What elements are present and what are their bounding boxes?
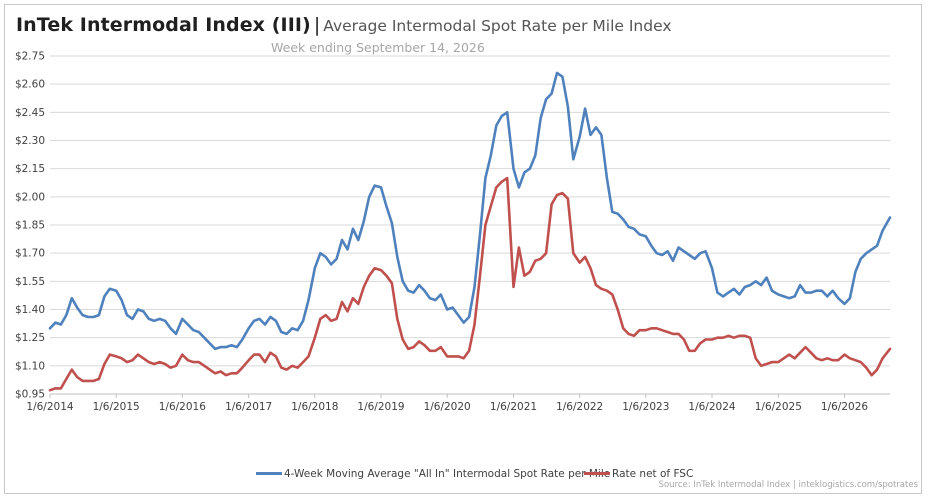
x-tick-label: 1/6/2023 bbox=[622, 401, 669, 413]
title-separator: | bbox=[313, 14, 321, 36]
legend-label-series-1: 4-Week Moving Average "All In" Intermoda… bbox=[284, 468, 611, 480]
y-tick-label: $1.25 bbox=[15, 332, 45, 344]
x-tick-label: 1/6/2022 bbox=[556, 401, 603, 413]
gridlines bbox=[50, 55, 890, 367]
x-tick-label: 1/6/2017 bbox=[225, 401, 272, 413]
x-tick-label: 1/6/2019 bbox=[357, 401, 404, 413]
chart-title: InTek Intermodal Index (III) | Average Int… bbox=[16, 14, 672, 36]
y-tick-label: $2.15 bbox=[15, 163, 45, 175]
legend-swatch-red bbox=[584, 471, 610, 475]
y-tick-label: $1.70 bbox=[15, 248, 45, 260]
series-lines bbox=[48, 71, 892, 392]
chart-subtitle: Week ending September 14, 2026 bbox=[271, 40, 485, 55]
legend-swatch-blue bbox=[256, 471, 282, 475]
y-tick-label: $2.60 bbox=[15, 79, 45, 91]
x-tick-label: 1/6/2024 bbox=[688, 401, 735, 413]
title-sub: Average Intermodal Spot Rate per Mile In… bbox=[323, 17, 672, 35]
y-tick-label: $1.55 bbox=[15, 276, 45, 288]
x-tick-label: 1/6/2026 bbox=[821, 401, 868, 413]
x-tick-label: 1/6/2021 bbox=[490, 401, 537, 413]
y-tick-label: $1.10 bbox=[15, 360, 45, 372]
source-note: Source: InTek Intermodal Index | inteklo… bbox=[658, 480, 918, 490]
y-tick-label: $1.85 bbox=[15, 220, 45, 232]
x-tick-label: 1/6/2016 bbox=[159, 401, 206, 413]
x-tick-label: 1/6/2014 bbox=[26, 401, 73, 413]
chart-frame bbox=[4, 4, 922, 494]
y-tick-label: $2.00 bbox=[15, 191, 45, 203]
x-tick-label: 1/6/2018 bbox=[291, 401, 338, 413]
series-line-2 bbox=[48, 176, 892, 392]
axes: $0.95 $1.10 $1.25 $1.40 $1.55 $1.70 $1.85 $2.00… bbox=[15, 51, 890, 413]
y-tick-label: $2.30 bbox=[15, 135, 45, 147]
y-tick-label: $2.75 bbox=[15, 51, 45, 63]
y-tick-label: $1.40 bbox=[15, 304, 45, 316]
legend-label-series-2: Rate net of FSC bbox=[612, 468, 694, 480]
x-tick-label: 1/6/2020 bbox=[424, 401, 471, 413]
x-tick-label: 1/6/2025 bbox=[755, 401, 802, 413]
title-main: InTek Intermodal Index (III) bbox=[16, 14, 311, 36]
legend-item-series-1: 4-Week Moving Average "All In" Intermoda… bbox=[256, 468, 610, 480]
x-tick-label: 1/6/2015 bbox=[93, 401, 140, 413]
legend-item-series-2: Rate net of FSC bbox=[584, 468, 693, 480]
series-line-1 bbox=[48, 71, 892, 351]
y-tick-label: $2.45 bbox=[15, 107, 45, 119]
y-tick-label: $0.95 bbox=[15, 389, 45, 401]
